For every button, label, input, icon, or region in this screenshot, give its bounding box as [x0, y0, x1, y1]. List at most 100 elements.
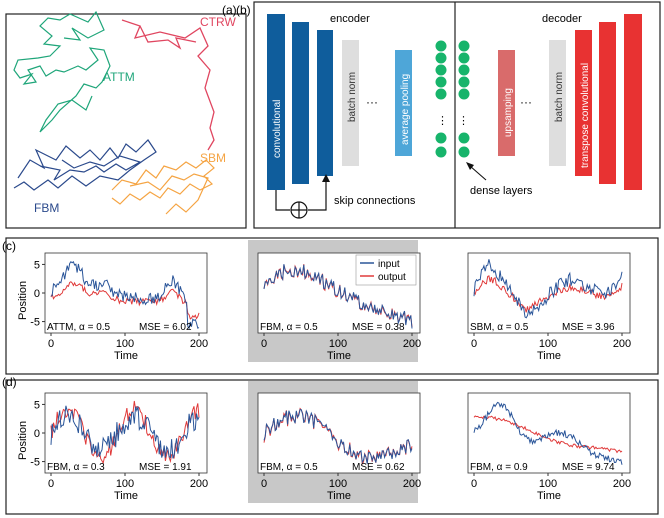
skip-connection-arrowhead: [322, 174, 330, 182]
subplot-axes: [44, 392, 208, 474]
subplot-1: 0 100 200 5 0 -5 Time FBM, α = 0.3 MSE = 1.91: [30, 392, 208, 502]
ctrw-trajectory: [121, 19, 215, 151]
panel-b-frame: [253, 1, 661, 229]
sbm-label: SBM: [200, 151, 226, 165]
decoder-ellipsis: ···: [520, 95, 532, 109]
x-axis-label: Time: [537, 490, 561, 502]
subplot-model-label: FBM, α = 0.3: [47, 462, 105, 473]
skip-connection-line: [275, 178, 327, 211]
x-tick-label: 0: [48, 478, 54, 490]
panel-a: (a) CTRW ATTM FBM SBM: [5, 3, 247, 229]
dense-ellipsis-right: ⋮: [458, 115, 469, 127]
subplot-1: 0 100 200 5 0 -5 Time ATTM, α = 0.5 MSE = 6.02: [30, 252, 208, 362]
output-series-line: [473, 415, 623, 454]
x-tick-label: 200: [190, 338, 208, 350]
encoder-ellipsis: ···: [366, 95, 378, 109]
transpose-conv-block-2: [599, 22, 616, 184]
subplot-model-label: ATTM, α = 0.5: [47, 322, 111, 333]
y-tick-label: 0: [34, 428, 40, 440]
panel-a-frame: [5, 13, 247, 229]
dense-neuron: [458, 132, 470, 144]
dense-neuron: [458, 88, 470, 100]
average-pooling-label: average pooling: [400, 74, 411, 145]
add-operator-cross: [291, 202, 307, 218]
transpose-conv-label: transpose convolutional: [580, 63, 591, 168]
legend-input-label: input: [378, 259, 400, 270]
subplot-mse-label: MSE = 6.02: [139, 322, 192, 333]
dense-neuron: [435, 88, 447, 100]
dense-layer-left: [435, 40, 447, 158]
decoder-title: decoder: [542, 13, 582, 25]
panel-b-tag: (b): [236, 3, 251, 17]
panel-d-tag: (d): [2, 375, 17, 389]
x-tick-label: 0: [471, 478, 477, 490]
upsampling-block: [498, 50, 515, 156]
batch-norm-decoder-label: batch norm: [554, 72, 565, 122]
dense-neuron: [458, 146, 470, 158]
x-tick-label: 100: [329, 338, 347, 350]
input-series-line: [473, 259, 623, 319]
y-tick-label: 5: [34, 399, 40, 411]
subplot-model-label: FBM, α = 0.5: [260, 462, 318, 473]
x-axis-label: Time: [537, 350, 561, 362]
dense-neuron: [458, 52, 470, 64]
dense-neuron: [435, 40, 447, 52]
x-tick-label: 100: [116, 478, 134, 490]
x-axis-label: Time: [327, 490, 351, 502]
subplot-mse-label: MSE = 0.62: [352, 462, 405, 473]
fbm-trajectory: [13, 139, 157, 191]
dense-neuron: [435, 52, 447, 64]
x-tick-label: 200: [613, 338, 631, 350]
x-tick-label: 200: [613, 478, 631, 490]
x-tick-label: 200: [403, 338, 421, 350]
average-pooling-block: [395, 50, 412, 156]
dense-pointer-arrowhead: [466, 162, 474, 170]
transpose-conv-block-3: [624, 14, 642, 190]
conv-block-2: [292, 22, 309, 184]
panel-a-tag: (a): [222, 3, 237, 17]
attm-label: ATTM: [103, 70, 135, 84]
y-tick-label: -5: [30, 457, 40, 469]
x-axis-label: Time: [114, 490, 138, 502]
x-tick-label: 200: [190, 478, 208, 490]
x-axis-label: Time: [327, 350, 351, 362]
panel-c: (c) Position 0 100 200 5 0 -5 Time ATTM, α = 0.…: [2, 237, 659, 375]
dense-neuron: [458, 40, 470, 52]
input-series-line: [473, 401, 623, 465]
panel-c-ylabel: Position: [17, 281, 29, 320]
subplot-2: 0 100 200 Time FBM, α = 0.5 MSE = 0.38: [257, 252, 421, 362]
fbm-label: FBM: [34, 201, 59, 215]
dense-neuron: [435, 76, 447, 88]
subplot-3: 0 100 200 Time FBM, α = 0.9 MSE = 9.74: [467, 392, 631, 502]
subplot-axes: [257, 392, 421, 474]
batch-norm-label: batch norm: [347, 72, 358, 122]
transpose-conv-block-1: [575, 30, 592, 176]
subplot-axes: [44, 252, 208, 334]
x-tick-label: 0: [48, 338, 54, 350]
dense-neuron: [458, 64, 470, 76]
panel-c-tag: (c): [2, 239, 16, 253]
y-tick-label: -5: [30, 317, 40, 329]
encoder-title: encoder: [330, 13, 370, 25]
x-tick-label: 0: [471, 338, 477, 350]
subplot-mse-label: MSE = 9.74: [562, 462, 615, 473]
dense-layer-right: [458, 40, 470, 158]
legend-output-label: output: [378, 272, 406, 283]
input-series-line: [263, 264, 413, 329]
input-series-line: [50, 260, 200, 330]
input-series-line: [50, 405, 200, 459]
x-axis-label: Time: [114, 350, 138, 362]
dense-neuron: [435, 146, 447, 158]
batch-norm-block: [342, 40, 359, 166]
dense-layers-label: dense layers: [470, 185, 533, 197]
subplot-mse-label: MSE = 1.91: [139, 462, 192, 473]
conv-block-3: [317, 30, 333, 176]
x-tick-label: 0: [261, 338, 267, 350]
y-tick-label: 0: [34, 288, 40, 300]
sbm-trajectory: [111, 159, 215, 215]
dense-neuron: [435, 64, 447, 76]
x-tick-label: 100: [116, 338, 134, 350]
subplot-3: 0 100 200 Time SBM, α = 0.5 MSE = 3.96: [467, 252, 631, 362]
batch-norm-decoder-block: [549, 40, 566, 166]
subplot-mse-label: MSE = 3.96: [562, 322, 615, 333]
